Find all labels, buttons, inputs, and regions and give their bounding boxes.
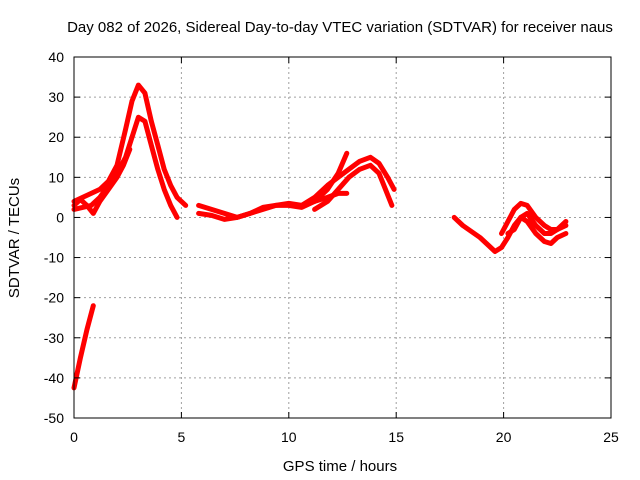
x-tick-label: 0 (70, 429, 78, 445)
series-arc-6 (196, 190, 350, 222)
y-tick-label: 20 (48, 129, 64, 145)
y-tick-label: -50 (44, 410, 64, 426)
y-tick-label: 40 (48, 49, 64, 65)
series-arc-1 (71, 303, 96, 391)
y-tick-label: -30 (44, 330, 64, 346)
series-arc-3 (71, 114, 180, 220)
series-arc-2 (71, 82, 189, 208)
y-tick-label: 30 (48, 89, 64, 105)
series-arc-4 (71, 146, 133, 216)
y-axis-label: SDTVAR / TECUs (6, 178, 23, 298)
x-axis-label: GPS time / hours (283, 458, 397, 475)
grid (74, 57, 611, 418)
y-tick-label: -10 (44, 250, 64, 266)
axis-ticks: 0 5 10 15 20 25 -50 -40 -30 -20 -10 0 10 20 30 40 (44, 49, 619, 445)
series-arc-8 (312, 162, 395, 212)
x-tick-label: 5 (178, 429, 186, 445)
y-tick-label: -40 (44, 370, 64, 386)
x-tick-label: 15 (388, 429, 404, 445)
series-layer (71, 82, 569, 391)
y-tick-label: 0 (56, 209, 64, 225)
chart-title: Day 082 of 2026, Sidereal Day-to-day VTE… (67, 19, 613, 36)
y-tick-label: -20 (44, 290, 64, 306)
series-arc-7 (299, 154, 397, 208)
x-tick-label: 20 (496, 429, 512, 445)
x-tick-label: 10 (281, 429, 297, 445)
y-tick-label: 10 (48, 169, 64, 185)
x-tick-label: 25 (603, 429, 619, 445)
series-arc-11 (505, 210, 569, 236)
plot-frame (73, 56, 612, 419)
